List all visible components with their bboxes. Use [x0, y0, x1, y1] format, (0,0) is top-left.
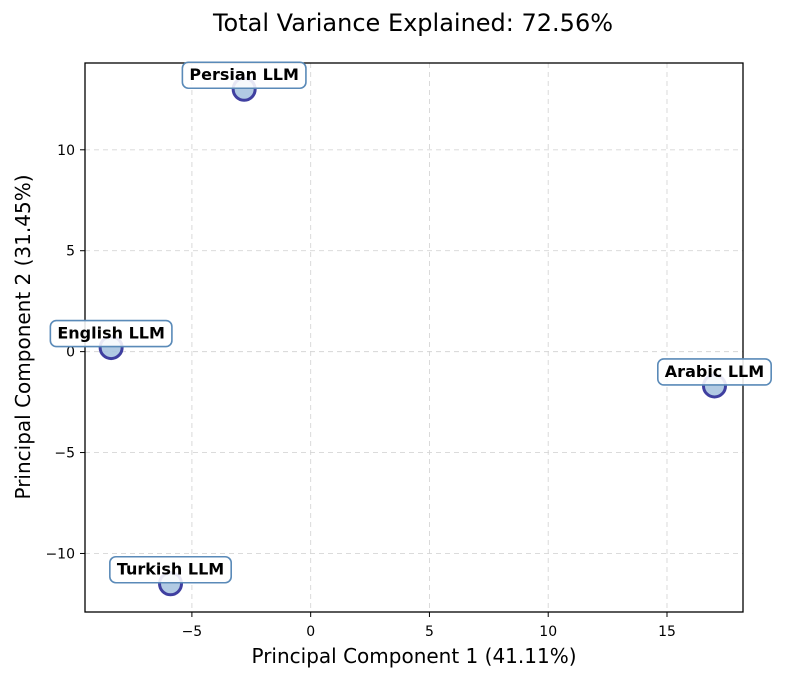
data-point-label-box [181, 61, 307, 90]
data-points: Persian LLM English LLM Arabic LLM Turkish … [49, 61, 772, 597]
x-tick-label: 10 [539, 624, 557, 640]
data-point-label-text: Persian LLM [189, 65, 299, 84]
x-axis-label: Principal Component 1 (41.11%) [252, 644, 577, 668]
data-point-label: Persian LLM [181, 61, 307, 90]
chart-title: Total Variance Explained: 72.56% [212, 9, 613, 37]
data-point-label: Arabic LLM [657, 358, 772, 386]
y-tick-label: 10 [57, 143, 75, 159]
y-tick-label: 5 [66, 244, 75, 260]
x-tick-label: 0 [306, 624, 315, 640]
y-tick-label: 0 [66, 345, 75, 361]
data-point-label: Turkish LLM [109, 555, 232, 584]
y-tick-label: −5 [54, 446, 75, 462]
axis-ticks: −5 0 5 10 15 −10 −5 0 5 10 [45, 143, 675, 640]
x-tick-label: 5 [425, 624, 434, 640]
data-point-label-box [657, 358, 772, 386]
x-tick-label: −5 [182, 624, 203, 640]
data-point-label-text: English LLM [57, 324, 165, 343]
data-point-label-box [109, 555, 232, 584]
x-tick-label: 15 [658, 624, 676, 640]
data-point-label-box [49, 319, 173, 348]
y-tick-label: −10 [45, 546, 75, 562]
data-point-label: English LLM [49, 319, 173, 348]
data-point-label-text: Turkish LLM [117, 560, 224, 579]
plot-area-frame [84, 62, 744, 613]
grid-lines [85, 63, 743, 612]
data-point-label-text: Arabic LLM [665, 362, 764, 381]
y-axis-label: Principal Component 2 (31.45%) [11, 175, 35, 500]
